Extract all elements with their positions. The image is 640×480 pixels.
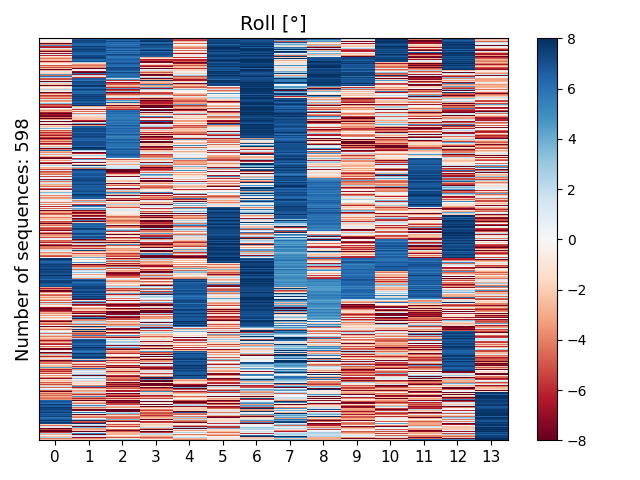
Y-axis label: Number of sequences: 598: Number of sequences: 598 bbox=[15, 118, 33, 361]
Title: Roll [°]: Roll [°] bbox=[240, 15, 307, 34]
